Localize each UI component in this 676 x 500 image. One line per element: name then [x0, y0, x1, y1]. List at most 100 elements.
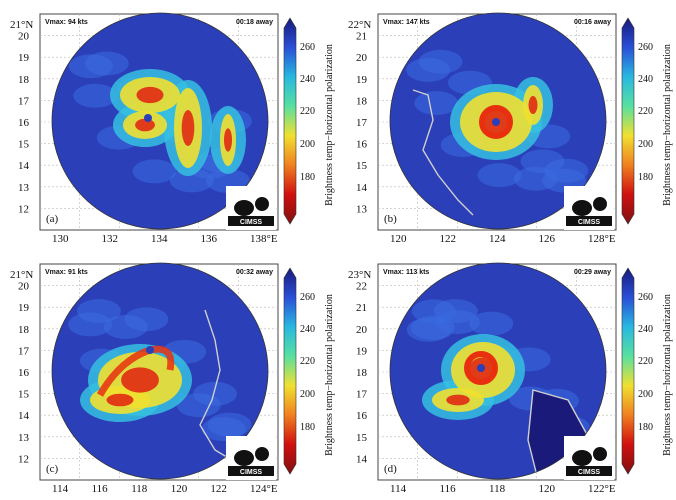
- cloud-band: [124, 307, 169, 332]
- cimss-logo: CIMSS: [226, 436, 276, 480]
- microwave-image: [52, 263, 268, 479]
- eye: [144, 114, 152, 122]
- lat-tick-label: 15: [18, 389, 30, 401]
- lon-tick-label: 114: [52, 483, 69, 495]
- colorbar-tick-label: 200: [300, 139, 315, 150]
- panel-label: (b): [384, 213, 397, 225]
- colorbar-tick-label: 220: [638, 106, 653, 117]
- colorbar-tick-label: 200: [638, 389, 653, 400]
- colorbar-tick-label: 220: [300, 106, 315, 117]
- lon-tick-label: 132: [102, 233, 119, 245]
- lat-tick-label: 12: [18, 453, 29, 465]
- lat-tick-label: 17: [18, 345, 30, 357]
- lat-tick-label: 15: [356, 160, 368, 172]
- colorbar-tick-label: 200: [638, 139, 653, 150]
- colorbar-title: Brightness temp−horizontal polarization: [662, 44, 673, 206]
- away-label: 00:16 away: [574, 19, 611, 26]
- cloud-band: [84, 51, 129, 76]
- lon-tick-label: 118: [489, 483, 506, 495]
- lat-tick-label: 20: [356, 324, 368, 336]
- lat-tick-label: 16: [356, 139, 368, 151]
- microwave-image: [390, 13, 606, 229]
- colorbar-tick-label: 180: [638, 422, 653, 433]
- lon-tick-label: 122°E: [588, 483, 616, 495]
- lon-tick-label: 120: [539, 483, 556, 495]
- lat-tick-label: 14: [356, 182, 368, 194]
- panel-label: (a): [46, 213, 59, 225]
- colorbar-tick-label: 220: [638, 356, 653, 367]
- panel-a: Vmax: 94 kts 00:18 away (a) CIMSS 21°N 20 19 18…: [0, 0, 338, 250]
- lon-tick-label: 122: [210, 483, 227, 495]
- lat-tick-label: 19: [18, 52, 30, 64]
- lon-tick-label: 124°E: [250, 483, 278, 495]
- lat-top-label: 21°N: [10, 19, 33, 31]
- lat-tick-label: 19: [356, 74, 368, 86]
- lat-tick-label: 15: [18, 139, 30, 151]
- logo-text: CIMSS: [578, 469, 601, 476]
- panel-c-svg: Vmax: 91 kts 00:32 away (c) CIMSS 21°N20 19 18…: [10, 262, 335, 495]
- colorbar-tick-label: 260: [638, 292, 653, 303]
- lat-tick-label: 22: [356, 281, 367, 293]
- panel-b-svg: Vmax: 147 kts 00:16 away (b) CIMSS 22°N21 20 1…: [348, 12, 673, 245]
- logo-silhouette: [234, 450, 254, 466]
- vmax-label: Vmax: 91 kts: [45, 269, 88, 276]
- eyewall: [479, 105, 513, 139]
- colorbar-tick-label: 240: [638, 74, 653, 85]
- lon-tick-label: 118: [131, 483, 148, 495]
- coastline: [199, 309, 241, 466]
- logo-text: CIMSS: [240, 219, 263, 226]
- cimss-logo: CIMSS: [564, 436, 614, 480]
- cloud-band: [544, 158, 589, 183]
- lat-tick-label: 21: [356, 302, 367, 314]
- logo-silhouette: [572, 450, 592, 466]
- panel-d-svg: Vmax: 113 kts 00:29 away (d) CIMSS 23°N22 21 2…: [348, 262, 673, 495]
- deep-convection: [136, 86, 164, 104]
- lon-tick-label: 138°E: [250, 233, 278, 245]
- lon-tick-label: 120: [390, 233, 407, 245]
- cloud-band: [469, 311, 514, 336]
- lat-tick-label: 12: [18, 203, 29, 215]
- cloud-band: [207, 412, 252, 437]
- lat-tick-label: 15: [356, 432, 368, 444]
- coastline: [412, 89, 474, 216]
- deep-convection: [446, 394, 470, 406]
- lon-tick-label: 124: [489, 233, 506, 245]
- lon-tick-label: 122: [440, 233, 457, 245]
- lat-tick-label: 13: [356, 203, 368, 215]
- colorbar-title: Brightness temp−horizontal polarization: [324, 44, 335, 206]
- deep-convection: [528, 96, 538, 114]
- panel-b: Vmax: 147 kts 00:16 away (b) CIMSS 22°N 21 20 1…: [338, 0, 676, 250]
- cloud-band: [477, 163, 522, 188]
- cloud-band: [132, 159, 177, 184]
- lat-tick-label: 18: [18, 324, 30, 336]
- eyewall: [464, 351, 498, 385]
- lat-tick-label: 19: [356, 345, 368, 357]
- logo-silhouette: [572, 200, 592, 216]
- eye: [492, 118, 500, 126]
- colorbar-tick-label: 200: [300, 389, 315, 400]
- disk-outline: [389, 262, 607, 480]
- lat-tick-label: 16: [18, 367, 30, 379]
- logo-silhouette: [255, 447, 269, 461]
- colorbar: [283, 267, 297, 475]
- eye: [477, 364, 485, 372]
- lat-tick-label: 20: [18, 281, 30, 293]
- vmax-label: Vmax: 94 kts: [45, 19, 88, 26]
- panel-c: Vmax: 91 kts 00:32 away (c) CIMSS 21°N 20 19 18…: [0, 250, 338, 500]
- lon-tick-label: 114: [390, 483, 407, 495]
- lon-tick-label: 128°E: [588, 233, 616, 245]
- lat-tick-label: 17: [356, 389, 368, 401]
- logo-bar: [566, 216, 612, 226]
- colorbar-title: Brightness temp−horizontal polarization: [662, 294, 673, 456]
- deep-convection: [181, 110, 195, 146]
- deep-convection: [224, 128, 232, 152]
- cimss-logo: CIMSS: [564, 186, 614, 230]
- lon-tick-label: 134: [151, 233, 168, 245]
- logo-bar: [228, 466, 274, 476]
- colorbar: [283, 17, 297, 225]
- colorbar-tick-label: 240: [638, 324, 653, 335]
- cloud-band: [414, 91, 459, 116]
- lat-top-label: 22°N: [348, 19, 371, 31]
- lon-tick-label: 136: [201, 233, 218, 245]
- lon-tick-label: 120: [171, 483, 188, 495]
